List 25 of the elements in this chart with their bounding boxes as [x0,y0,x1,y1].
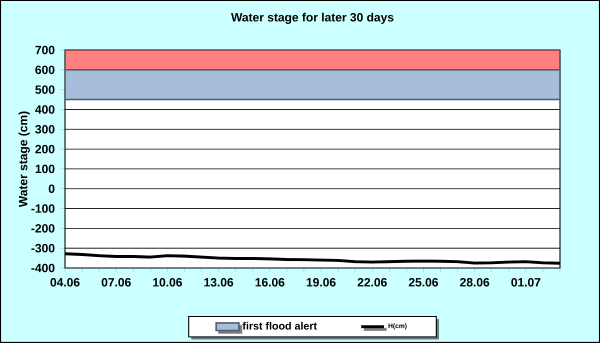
chart-title: Water stage for later 30 days [231,12,394,24]
y-axis-title: Water stage (cm) [18,111,30,208]
y-tick-label: 100 [36,164,54,174]
y-tick-label: 300 [35,125,54,134]
y-tick-label: -400 [31,264,54,272]
y-tick-label: 600 [35,66,54,74]
y-tick-label: 700 [35,46,54,54]
x-tick-label: 13.06 [204,278,234,287]
x-tick-label: 10.06 [153,278,182,287]
y-tick-label: -300 [31,244,54,252]
x-tick-label: 01.07 [511,278,540,287]
x-tick-label: 25.06 [408,278,438,287]
legend-label: first flood alert [242,322,317,330]
x-tick-label: 07.06 [102,278,131,287]
y-tick-label: -100 [31,204,54,213]
y-tick-label: 0 [48,184,54,193]
x-tick-label: 22.06 [358,278,387,287]
y-tick-label: 500 [35,85,54,94]
x-tick-label: 16.06 [256,278,284,287]
x-tick-label: 28.06 [460,278,490,287]
x-tick-label: 19.06 [306,278,336,287]
y-tick-label: 400 [35,105,54,114]
y-tick-label: 200 [35,144,54,154]
x-tick-label: 04.06 [50,278,80,287]
y-tick-label: -200 [31,224,54,233]
